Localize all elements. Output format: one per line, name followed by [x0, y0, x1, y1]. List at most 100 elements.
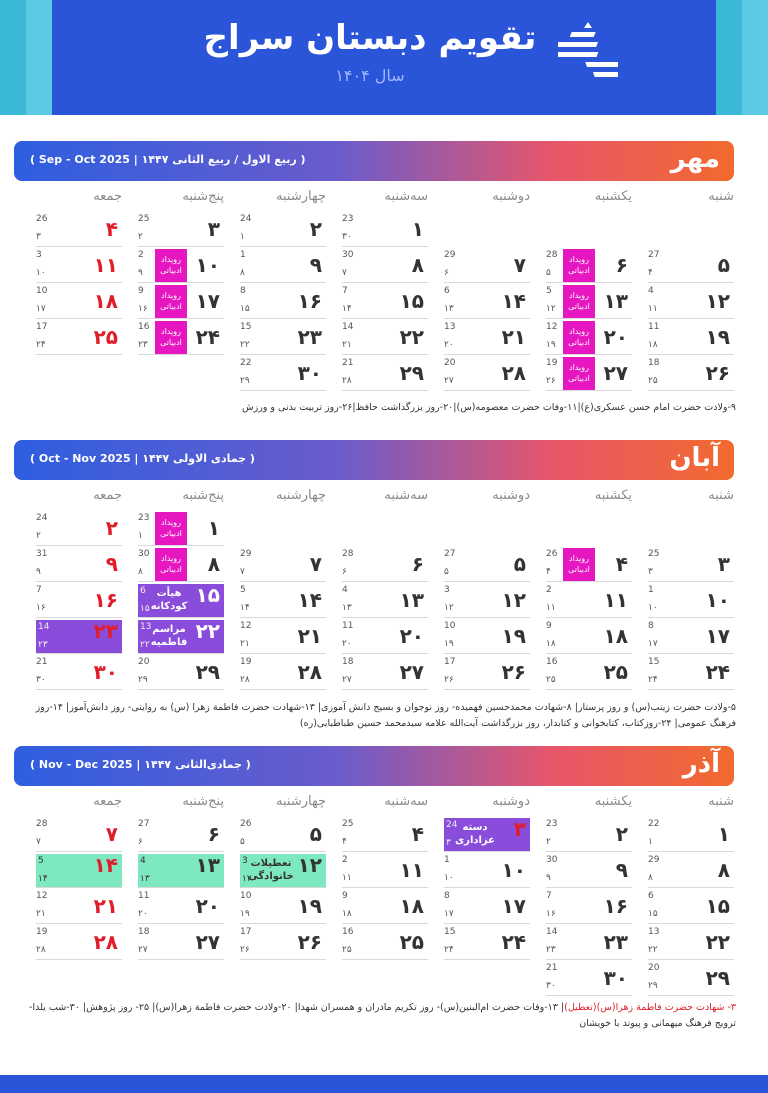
day-cell[interactable]: ۱۷ 9 ۱۶ رویداد ادبیاتی — [138, 285, 224, 319]
day-cell[interactable]: ۳۰ 21 ۳۰ — [546, 962, 632, 996]
weekday-label: شنبه — [708, 794, 734, 809]
day-cell[interactable]: ۲۵ 16 ۲۵ — [546, 656, 632, 690]
day-cell[interactable]: ۲۰ 11 ۲۰ — [342, 620, 428, 654]
day-cell[interactable]: دسته عزاداری ۳ 24 ۳ — [444, 818, 530, 852]
day-cell[interactable]: ۴ 26 ۳ — [36, 213, 122, 247]
hijri-date: ۲۴ — [36, 340, 46, 350]
day-cell[interactable]: تعطیلات خانوادگی ۱۲ 3 ۱۲ — [240, 854, 326, 888]
day-cell[interactable]: ۳۰ 21 ۳۰ — [36, 656, 122, 690]
day-cell[interactable]: ۲۸ 19 ۲۸ — [36, 926, 122, 960]
day-cell[interactable]: ۱۷ 8 ۱۷ — [444, 890, 530, 924]
day-cell[interactable]: ۲۰ 11 ۲۰ — [138, 890, 224, 924]
day-cell[interactable]: ۱۷ 8 ۱۷ — [648, 620, 734, 654]
day-cell[interactable]: ۵ 26 ۵ — [240, 818, 326, 852]
day-cell[interactable]: ۲۱ 13 ۲۰ — [444, 321, 530, 355]
day-cell[interactable]: ۱۴ 6 ۱۳ — [444, 285, 530, 319]
day-cell[interactable]: ۲۸ 19 ۲۸ — [240, 656, 326, 690]
day-cell[interactable]: ۲۷ 18 ۲۷ — [138, 926, 224, 960]
day-cell[interactable]: ۱ 23 ۳۰ — [342, 213, 428, 247]
day-cell[interactable]: ۱۸ 9 ۱۸ — [546, 620, 632, 654]
day-cell[interactable]: ۲۶ 17 ۲۶ — [444, 656, 530, 690]
day-cell[interactable]: ۲ 24 ۲ — [36, 512, 122, 546]
day-cell[interactable]: ۷ 28 ۷ — [36, 818, 122, 852]
day-cell[interactable]: ۱۵ 7 ۱۴ — [342, 285, 428, 319]
day-cell[interactable]: ۲۹ 21 ۲۸ — [342, 357, 428, 391]
day-cell[interactable]: ۲۸ 20 ۲۷ — [444, 357, 530, 391]
day-cell[interactable]: ۲۴ 16 ۲۳ رویداد ادبیاتی — [138, 321, 224, 355]
day-cell[interactable]: ۶ 28 ۶ — [342, 548, 428, 582]
day-cell[interactable]: ۱۹ 10 ۱۹ — [444, 620, 530, 654]
day-cell[interactable]: ۶ 27 ۶ — [138, 818, 224, 852]
day-cell[interactable]: ۲۹ 20 ۲۹ — [138, 656, 224, 690]
day-cell[interactable]: ۲۰ 12 ۱۹ رویداد ادبیاتی — [546, 321, 632, 355]
day-cell[interactable]: ۲۲ 13 ۲۲ — [648, 926, 734, 960]
day-cell[interactable]: ۱ 22 ۱ — [648, 818, 734, 852]
day-cell[interactable]: ۱۳ 5 ۱۲ رویداد ادبیاتی — [546, 285, 632, 319]
day-cell[interactable]: ۳ 25 ۳ — [648, 548, 734, 582]
day-cell[interactable]: ۱۸ 10 ۱۷ — [36, 285, 122, 319]
day-cell[interactable]: ۴ 25 ۴ — [342, 818, 428, 852]
hijri-date: ۳ — [36, 232, 41, 242]
day-cell[interactable]: ۱۶ 7 ۱۶ — [546, 890, 632, 924]
day-cell[interactable]: ۱۳ 4 ۱۳ — [138, 854, 224, 888]
event-band: ۲۳ 14 ۲۳ — [36, 620, 122, 653]
day-cell[interactable]: ۱۲ 4 ۱۱ — [648, 285, 734, 319]
day-cell[interactable]: ۲۳ 15 ۲۲ — [240, 321, 326, 355]
day-cell[interactable]: ۸ 30 ۷ — [342, 249, 428, 283]
hijri-date: ۱۲ — [546, 304, 556, 314]
day-cell[interactable]: ۲۶ 17 ۲۶ — [240, 926, 326, 960]
day-cell[interactable]: ۱۹ 11 ۱۸ — [648, 321, 734, 355]
day-grid: ۵ 27 ۴ ۶ 28 ۵ رویداد ادبیاتی ۷ 29 ۶ ۱ 23 ۳۰ ۸ 30 ۷ ۲ 24 ۱ ۹… — [14, 213, 754, 393]
day-cell[interactable]: ۱۶ 7 ۱۶ — [36, 584, 122, 618]
day-cell[interactable]: ۷ 29 ۷ — [240, 548, 326, 582]
day-cell[interactable]: ۱۴ 5 ۱۴ — [240, 584, 326, 618]
day-cell[interactable]: ۱۰ 1 ۱۰ — [444, 854, 530, 888]
day-cell[interactable]: ۱۳ 4 ۱۳ — [342, 584, 428, 618]
day-cell[interactable]: ۷ 29 ۶ — [444, 249, 530, 283]
day-cell[interactable]: ۲۵ 16 ۲۵ — [342, 926, 428, 960]
day-cell[interactable]: ۲۶ 18 ۲۵ — [648, 357, 734, 391]
day-cell[interactable]: ۹ 30 ۹ — [546, 854, 632, 888]
hijri-date: ۵ — [240, 837, 245, 847]
day-cell[interactable]: ۱۱ 2 ۱۱ — [546, 584, 632, 618]
day-cell[interactable]: ۲ 23 ۲ — [546, 818, 632, 852]
day-cell[interactable]: ۲۳ 14 ۲۳ — [36, 620, 122, 654]
day-cell[interactable]: ۱۱ 2 ۱۱ — [342, 854, 428, 888]
day-cell[interactable]: ۶ 28 ۵ رویداد ادبیاتی — [546, 249, 632, 283]
day-cell[interactable]: ۱ 23 ۱ رویداد ادبیاتی — [138, 512, 224, 546]
day-cell[interactable]: ۲۷ 19 ۲۶ رویداد ادبیاتی — [546, 357, 632, 391]
day-cell[interactable]: مراسم فاطمیه ۲۲ 13 ۲۲ — [138, 620, 224, 654]
day-cell[interactable]: ۲۴ 15 ۲۴ — [444, 926, 530, 960]
gregorian-date: 12 — [240, 621, 252, 631]
day-cell[interactable]: ۵ 27 ۴ — [648, 249, 734, 283]
day-cell[interactable]: ۱۹ 10 ۱۹ — [240, 890, 326, 924]
day-cell[interactable]: ۲۲ 14 ۲۱ — [342, 321, 428, 355]
day-number: ۱۱ — [93, 253, 118, 277]
day-cell[interactable]: ۱۱ 3 ۱۰ — [36, 249, 122, 283]
day-cell[interactable]: ۸ 29 ۸ — [648, 854, 734, 888]
hijri-date: ۲۱ — [36, 909, 46, 919]
day-cell[interactable]: ۹ 1 ۸ — [240, 249, 326, 283]
day-cell[interactable]: ۲۵ 17 ۲۴ — [36, 321, 122, 355]
day-cell[interactable]: ۲۹ 20 ۲۹ — [648, 962, 734, 996]
day-cell[interactable]: ۱۰ 1 ۱۰ — [648, 584, 734, 618]
day-cell[interactable]: ۲ 24 ۱ — [240, 213, 326, 247]
day-cell[interactable]: ۲۷ 18 ۲۷ — [342, 656, 428, 690]
day-cell[interactable]: ۱۵ 6 ۱۵ — [648, 890, 734, 924]
day-cell[interactable]: ۸ 30 ۸ رویداد ادبیاتی — [138, 548, 224, 582]
day-cell[interactable]: ۱۶ 8 ۱۵ — [240, 285, 326, 319]
day-cell[interactable]: ۲۱ 12 ۲۱ — [240, 620, 326, 654]
day-cell[interactable]: هیأت کودکانه ۱۵ 6 ۱۵ — [138, 584, 224, 618]
day-cell[interactable]: ۱۴ 5 ۱۴ — [36, 854, 122, 888]
day-cell[interactable]: ۲۴ 15 ۲۴ — [648, 656, 734, 690]
day-cell[interactable]: ۳ 25 ۲ — [138, 213, 224, 247]
day-cell[interactable]: ۴ 26 ۴ رویداد ادبیاتی — [546, 548, 632, 582]
day-cell[interactable]: ۱۸ 9 ۱۸ — [342, 890, 428, 924]
day-cell[interactable]: ۲۱ 12 ۲۱ — [36, 890, 122, 924]
day-cell[interactable]: ۳۰ 22 ۲۹ — [240, 357, 326, 391]
day-cell[interactable]: ۵ 27 ۵ — [444, 548, 530, 582]
day-cell[interactable]: ۱۲ 3 ۱۲ — [444, 584, 530, 618]
day-cell[interactable]: ۹ 31 ۹ — [36, 548, 122, 582]
day-cell[interactable]: ۱۰ 2 ۹ رویداد ادبیاتی — [138, 249, 224, 283]
day-cell[interactable]: ۲۳ 14 ۲۳ — [546, 926, 632, 960]
